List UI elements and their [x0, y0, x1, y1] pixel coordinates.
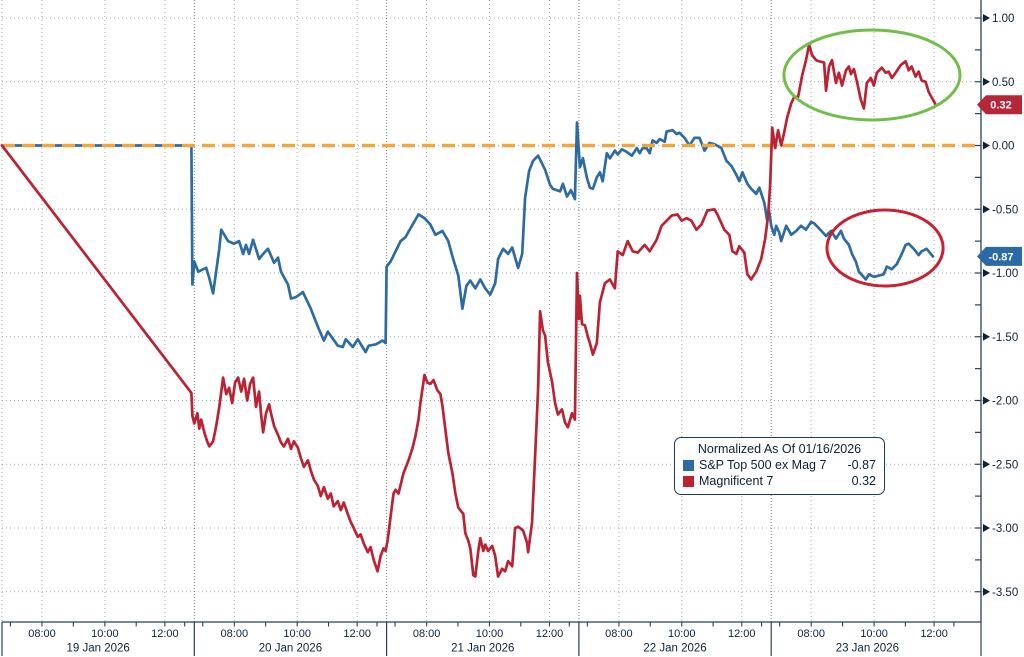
y-axis-label: -1.50: [992, 332, 1018, 344]
y-tick-arrow-icon: [983, 77, 990, 86]
y-tick-arrow-icon: [983, 396, 990, 405]
last-value-badge-sp500: [977, 246, 1022, 266]
y-axis-label: -2.00: [992, 396, 1018, 408]
red-ellipse-annotation: [825, 208, 945, 288]
legend-row-mag7: Magnificent 7 0.32: [683, 473, 876, 489]
y-axis-label: -3.50: [992, 587, 1018, 599]
time-label: 12:00: [920, 628, 948, 640]
last-value-badge-mag7: [977, 95, 1022, 115]
y-tick-arrow-icon: [983, 524, 990, 532]
y-tick-arrow-icon: [983, 332, 990, 341]
time-label: 10:00: [476, 628, 504, 640]
legend-value-sp500: -0.87: [847, 458, 877, 472]
sp500-swatch: [683, 459, 694, 471]
mag7-line: [0, 43, 937, 578]
time-label: 12:00: [728, 628, 756, 640]
sp500-line: [0, 121, 935, 354]
y-axis-label: -0.50: [992, 204, 1018, 216]
y-axis-label: 0.50: [992, 77, 1014, 89]
y-tick-arrow-icon: [983, 205, 990, 214]
y-axis-label: 1.00: [992, 13, 1014, 25]
date-label: 20 Jan 2026: [259, 643, 322, 655]
y-tick-arrow-icon: [983, 14, 990, 22]
time-label: 08:00: [221, 628, 249, 640]
legend-label-mag7: Magnificent 7: [699, 474, 774, 488]
legend-value-mag7: 0.32: [851, 474, 876, 488]
time-label: 10:00: [668, 628, 696, 640]
legend-row-sp500: S&P Top 500 ex Mag 7 -0.87: [683, 457, 876, 473]
mag7-swatch: [683, 475, 694, 487]
y-axis-label: -1.00: [992, 268, 1018, 280]
y-tick-arrow-icon: [983, 587, 990, 596]
time-label: 10:00: [91, 628, 119, 640]
date-label: 23 Jan 2026: [836, 643, 899, 655]
y-tick-arrow-icon: [983, 141, 990, 150]
time-label: 12:00: [343, 628, 371, 640]
legend-title: Normalized As Of 01/16/2026: [697, 442, 862, 456]
time-label: 08:00: [605, 628, 633, 640]
badge-value-sp500: -0.87: [988, 251, 1013, 263]
y-tick-arrow-icon: [983, 269, 990, 277]
badge-value-mag7: 0.32: [990, 100, 1011, 112]
date-label: 19 Jan 2026: [66, 643, 129, 655]
legend: Normalized As Of 01/16/2026 S&P Top 500 …: [674, 437, 885, 495]
y-axis-label: -2.50: [992, 459, 1018, 471]
time-label: 12:00: [536, 628, 564, 640]
y-axis-label: -3.00: [992, 523, 1018, 535]
legend-label-sp500: S&P Top 500 ex Mag 7: [699, 458, 827, 472]
time-label: 08:00: [797, 628, 825, 640]
time-label: 12:00: [151, 628, 179, 640]
time-label: 10:00: [860, 628, 888, 640]
y-axis-label: 0.00: [992, 141, 1014, 153]
date-label: 21 Jan 2026: [451, 643, 514, 655]
time-label: 08:00: [413, 628, 441, 640]
date-label: 22 Jan 2026: [643, 643, 706, 655]
y-tick-arrow-icon: [983, 460, 990, 469]
green-ellipse-annotation: [782, 28, 962, 122]
time-label: 10:00: [283, 628, 311, 640]
time-label: 08:00: [28, 628, 56, 640]
